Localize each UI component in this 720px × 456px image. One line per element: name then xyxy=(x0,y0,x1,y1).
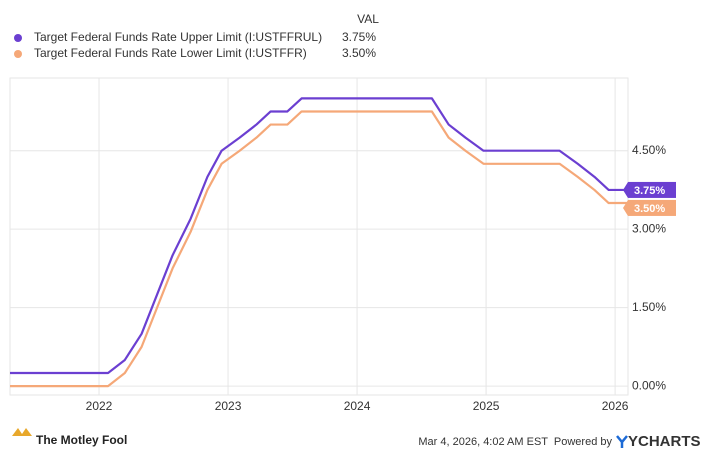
powered-by: Powered by xyxy=(554,436,613,448)
end-badge-arrow xyxy=(623,199,628,216)
end-badge-label: 3.50% xyxy=(634,203,665,215)
end-badge-arrow xyxy=(623,181,628,198)
x-tick-label: 2023 xyxy=(215,399,242,413)
footer-logo: The Motley Fool xyxy=(12,428,127,447)
legend-value: 3.75% xyxy=(342,30,376,44)
y-tick-label: 0.00% xyxy=(632,378,666,392)
series-line xyxy=(10,97,628,375)
end-badge-box xyxy=(628,181,676,198)
ycharts-icon xyxy=(616,435,628,448)
y-tick-label: 1.50% xyxy=(632,300,666,314)
end-badge: 3.50% xyxy=(623,199,676,216)
y-tick-label: 4.50% xyxy=(632,143,666,157)
legend-swatch xyxy=(14,34,22,42)
legend-label: Target Federal Funds Rate Lower Limit (I… xyxy=(34,46,307,60)
y-tick-label: 3.00% xyxy=(632,221,666,235)
x-tick-label: 2022 xyxy=(86,399,113,413)
legend-label: Target Federal Funds Rate Upper Limit (I… xyxy=(34,30,322,44)
end-badge-box xyxy=(628,199,676,216)
value-header: VAL xyxy=(357,12,379,26)
x-tick-label: 2024 xyxy=(344,399,371,413)
series-line xyxy=(10,110,628,388)
legend-value: 3.50% xyxy=(342,46,376,60)
logo-icon xyxy=(12,428,32,436)
end-badge-label: 3.75% xyxy=(634,185,665,197)
brand: YCHARTS xyxy=(628,433,701,450)
logo-text: The Motley Fool xyxy=(36,433,127,447)
legend-swatch xyxy=(14,50,22,58)
x-tick-label: 2026 xyxy=(602,399,629,413)
x-tick-label: 2025 xyxy=(473,399,500,413)
timestamp: Mar 4, 2026, 4:02 AM EST xyxy=(418,436,548,448)
plot-frame xyxy=(9,77,629,396)
end-badge: 3.75% xyxy=(623,181,676,198)
